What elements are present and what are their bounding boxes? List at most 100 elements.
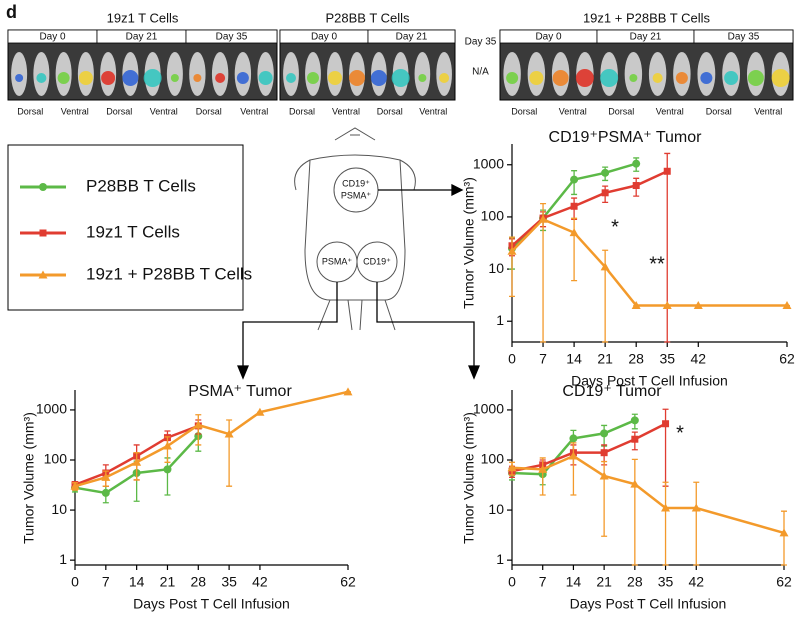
signal-blob: [575, 69, 594, 87]
x-tick-label: 0: [508, 574, 516, 590]
x-tick-label: 14: [129, 574, 145, 590]
signal-blob: [552, 70, 569, 86]
y-tick-label: 1000: [36, 401, 67, 417]
signal-blob: [600, 69, 619, 87]
data-point: [632, 159, 641, 168]
data-point: [663, 167, 671, 175]
x-tick-label: 28: [628, 351, 644, 367]
x-tick-label: 62: [779, 351, 795, 367]
mouse-diagram: [294, 127, 416, 331]
error-bar: [164, 457, 171, 496]
y-tick-label: 10: [488, 260, 504, 276]
signal-blob: [57, 72, 70, 84]
data-point: [343, 387, 353, 396]
error-bar: [133, 452, 140, 481]
day-label: Day 35: [216, 32, 248, 43]
day-label: Day 21: [126, 32, 158, 43]
x-tick-label: 0: [508, 351, 516, 367]
x-axis-label: Days Post T Cell Infusion: [133, 596, 290, 612]
y-axis-label: Tumor Volume (mm³): [461, 177, 477, 309]
data-point: [662, 301, 672, 310]
data-point: [630, 479, 640, 488]
y-tick-label: 1000: [473, 401, 504, 417]
view-label: Ventral: [61, 106, 89, 116]
x-axis-label: Days Post T Cell Infusion: [570, 596, 727, 612]
y-tick-label: 1000: [473, 155, 504, 171]
arrows: [237, 183, 480, 380]
view-label: Dorsal: [608, 106, 634, 116]
x-tick-label: 7: [539, 574, 547, 590]
data-point: [631, 435, 639, 443]
x-tick-label: 35: [658, 574, 674, 590]
data-point: [661, 503, 671, 512]
signal-blob: [700, 72, 713, 84]
view-label: Ventral: [754, 106, 782, 116]
x-axis-label: Days Post T Cell Infusion: [571, 373, 728, 389]
view-label: Ventral: [150, 106, 178, 116]
error-bar: [195, 414, 202, 446]
signal-blob: [236, 72, 249, 84]
signal-blob: [258, 71, 273, 85]
error-bar: [631, 458, 638, 566]
series-line: [511, 217, 787, 307]
view-label: Dorsal: [17, 106, 43, 116]
series-line: [511, 422, 667, 473]
day-label: Day 0: [39, 32, 66, 43]
signal-blob: [529, 71, 544, 85]
signal-blob: [170, 74, 179, 82]
signal-blob: [215, 73, 226, 83]
view-label: Ventral: [419, 106, 447, 116]
data-point: [101, 472, 111, 481]
legend-label: P28BB T Cells: [86, 176, 196, 195]
data-point: [568, 451, 578, 460]
y-tick-label: 1: [496, 551, 504, 567]
x-tick-label: 0: [71, 574, 79, 590]
signal-blob: [286, 73, 296, 83]
legend-label: 19z1 + P28BB T Cells: [86, 264, 252, 283]
imaging-title: 19z1 T Cells: [107, 10, 179, 25]
series-line: [511, 170, 668, 247]
data-point: [569, 228, 579, 237]
data-point: [224, 429, 234, 438]
chart-title: CD19⁺PSMA⁺ Tumor: [549, 129, 703, 146]
x-tick-label: 35: [221, 574, 237, 590]
chart-title: CD19⁺ Tumor: [562, 383, 662, 400]
error-bar: [539, 457, 546, 496]
day-header: [367, 29, 456, 44]
y-tick-label: 100: [481, 208, 505, 224]
data-point: [538, 214, 548, 223]
signal-blob: [391, 69, 410, 87]
data-point: [569, 434, 578, 443]
diagram-label: PSMA⁺: [341, 190, 372, 200]
diagram-label: PSMA⁺: [322, 256, 353, 266]
data-point: [782, 301, 792, 310]
signal-blob: [143, 69, 162, 87]
data-point: [570, 202, 578, 210]
significance-mark: *: [676, 422, 684, 444]
day-label: Day 0: [311, 32, 338, 43]
y-axis-label: Tumor Volume (mm³): [461, 412, 477, 544]
x-tick-label: 7: [102, 574, 110, 590]
data-point: [507, 463, 517, 472]
panel-label: d: [6, 2, 17, 22]
error-bar: [540, 202, 547, 343]
data-point: [101, 488, 110, 497]
data-point: [601, 189, 609, 197]
data-point: [255, 407, 265, 416]
significance-mark: **: [649, 253, 665, 275]
signal-blob: [328, 71, 342, 85]
chart-title: PSMA⁺ Tumor: [188, 383, 292, 400]
day-label: Day 21: [396, 32, 428, 43]
imaging-title: 19z1 + P28BB T Cells: [583, 10, 711, 25]
x-tick-label: 14: [566, 574, 582, 590]
x-tick-label: 21: [160, 574, 176, 590]
data-point: [132, 457, 142, 466]
signal-blob: [370, 70, 387, 86]
signal-blob: [36, 73, 47, 83]
view-label: Ventral: [656, 106, 684, 116]
day-header: [693, 29, 794, 44]
view-label: Ventral: [332, 106, 360, 116]
view-label: Dorsal: [289, 106, 315, 116]
y-tick-label: 10: [51, 501, 67, 517]
signal-blob: [747, 70, 764, 86]
